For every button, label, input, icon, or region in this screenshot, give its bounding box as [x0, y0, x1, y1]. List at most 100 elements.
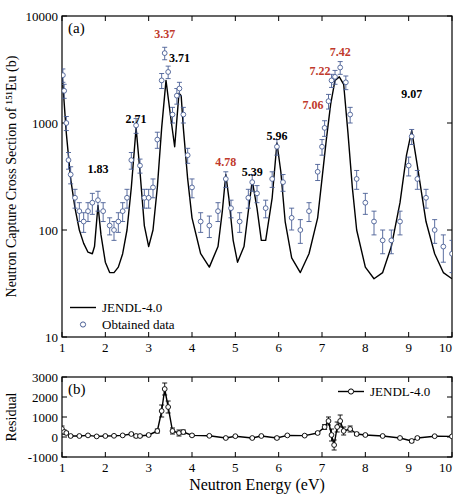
- error-cap: [441, 262, 446, 263]
- x-tick-top: [192, 377, 193, 382]
- plot-frame: [62, 16, 452, 337]
- marker: [77, 434, 82, 439]
- marker: [322, 125, 327, 130]
- marker: [68, 434, 73, 439]
- error-cap: [151, 178, 156, 179]
- y-tick-right: [447, 457, 452, 458]
- error-bar: [64, 431, 69, 434]
- error-bar: [389, 230, 394, 254]
- marker: [138, 163, 143, 168]
- error-cap: [237, 232, 242, 233]
- marker: [363, 200, 368, 205]
- error-bar: [155, 132, 160, 148]
- error-cap: [246, 189, 251, 190]
- error-bar: [432, 220, 437, 244]
- marker: [432, 228, 437, 233]
- marker: [129, 158, 134, 163]
- marker: [190, 433, 195, 438]
- legend-line: [70, 307, 96, 308]
- marker: [166, 70, 171, 75]
- error-cap: [289, 230, 294, 231]
- error-cap: [320, 155, 325, 156]
- marker: [96, 198, 101, 203]
- error-bar: [64, 117, 69, 131]
- x-tick-top: [148, 16, 149, 21]
- marker: [246, 195, 251, 200]
- error-cap: [343, 89, 348, 90]
- y-axis-label: Neutron Capture Cross Section of ¹⁵¹Eu (…: [4, 55, 20, 297]
- legend-label: Obtained data: [102, 317, 175, 332]
- marker: [81, 219, 86, 224]
- error-cap: [162, 383, 167, 384]
- marker: [64, 121, 69, 126]
- error-cap: [198, 232, 203, 233]
- x-tick: [192, 332, 193, 337]
- marker: [94, 434, 99, 439]
- panel-title: (a): [68, 20, 85, 37]
- marker: [326, 99, 331, 104]
- x-tick-top: [408, 377, 409, 382]
- error-bar: [450, 240, 453, 272]
- marker: [101, 209, 106, 214]
- error-bar: [68, 167, 73, 184]
- peak-label: 7.22: [310, 64, 331, 78]
- x-tick: [148, 332, 149, 337]
- error-bar: [409, 129, 414, 144]
- error-bar: [281, 175, 286, 192]
- x-tick-label: 1: [59, 340, 66, 355]
- error-bar: [348, 426, 353, 432]
- error-cap: [159, 88, 164, 89]
- error-cap: [112, 240, 117, 241]
- marker: [170, 429, 175, 434]
- error-bar: [155, 429, 160, 433]
- x-tick-label: 5: [232, 340, 239, 355]
- marker: [415, 177, 420, 182]
- error-cap: [315, 164, 320, 165]
- error-bar: [263, 200, 268, 218]
- x-tick-label: 10: [439, 460, 452, 475]
- x-tick: [105, 452, 106, 457]
- error-cap: [348, 107, 353, 108]
- error-bar: [338, 62, 343, 75]
- marker: [281, 180, 286, 185]
- marker: [259, 434, 264, 439]
- y-tick-label: 0: [52, 430, 59, 445]
- marker: [64, 431, 69, 436]
- error-bar: [77, 203, 82, 222]
- marker: [315, 431, 320, 436]
- peak-label: 5.96: [266, 129, 287, 143]
- marker: [116, 219, 121, 224]
- marker: [441, 244, 446, 249]
- error-bar: [354, 170, 359, 189]
- marker: [322, 425, 327, 430]
- error-bar: [62, 69, 65, 82]
- panel-title: (b): [68, 381, 86, 398]
- marker: [233, 434, 238, 439]
- error-bar: [166, 66, 171, 78]
- error-cap: [155, 148, 160, 149]
- marker: [73, 195, 78, 200]
- error-cap: [62, 98, 67, 99]
- marker: [333, 74, 338, 79]
- error-cap: [263, 200, 268, 201]
- marker: [185, 153, 190, 158]
- error-cap: [170, 123, 175, 124]
- marker: [86, 209, 91, 214]
- x-tick-label: 6: [275, 460, 282, 475]
- marker: [450, 251, 452, 256]
- marker: [432, 434, 437, 439]
- error-cap: [424, 208, 429, 209]
- error-cap: [107, 217, 112, 218]
- error-cap: [406, 175, 411, 176]
- error-cap: [398, 211, 403, 212]
- marker: [120, 209, 125, 214]
- error-bar: [107, 218, 112, 235]
- marker: [326, 419, 331, 424]
- x-tick-label: 1: [59, 460, 66, 475]
- marker: [103, 434, 108, 439]
- error-cap: [101, 221, 106, 222]
- error-cap: [389, 253, 394, 254]
- x-tick: [452, 332, 453, 337]
- error-cap: [348, 123, 353, 124]
- marker: [181, 112, 186, 117]
